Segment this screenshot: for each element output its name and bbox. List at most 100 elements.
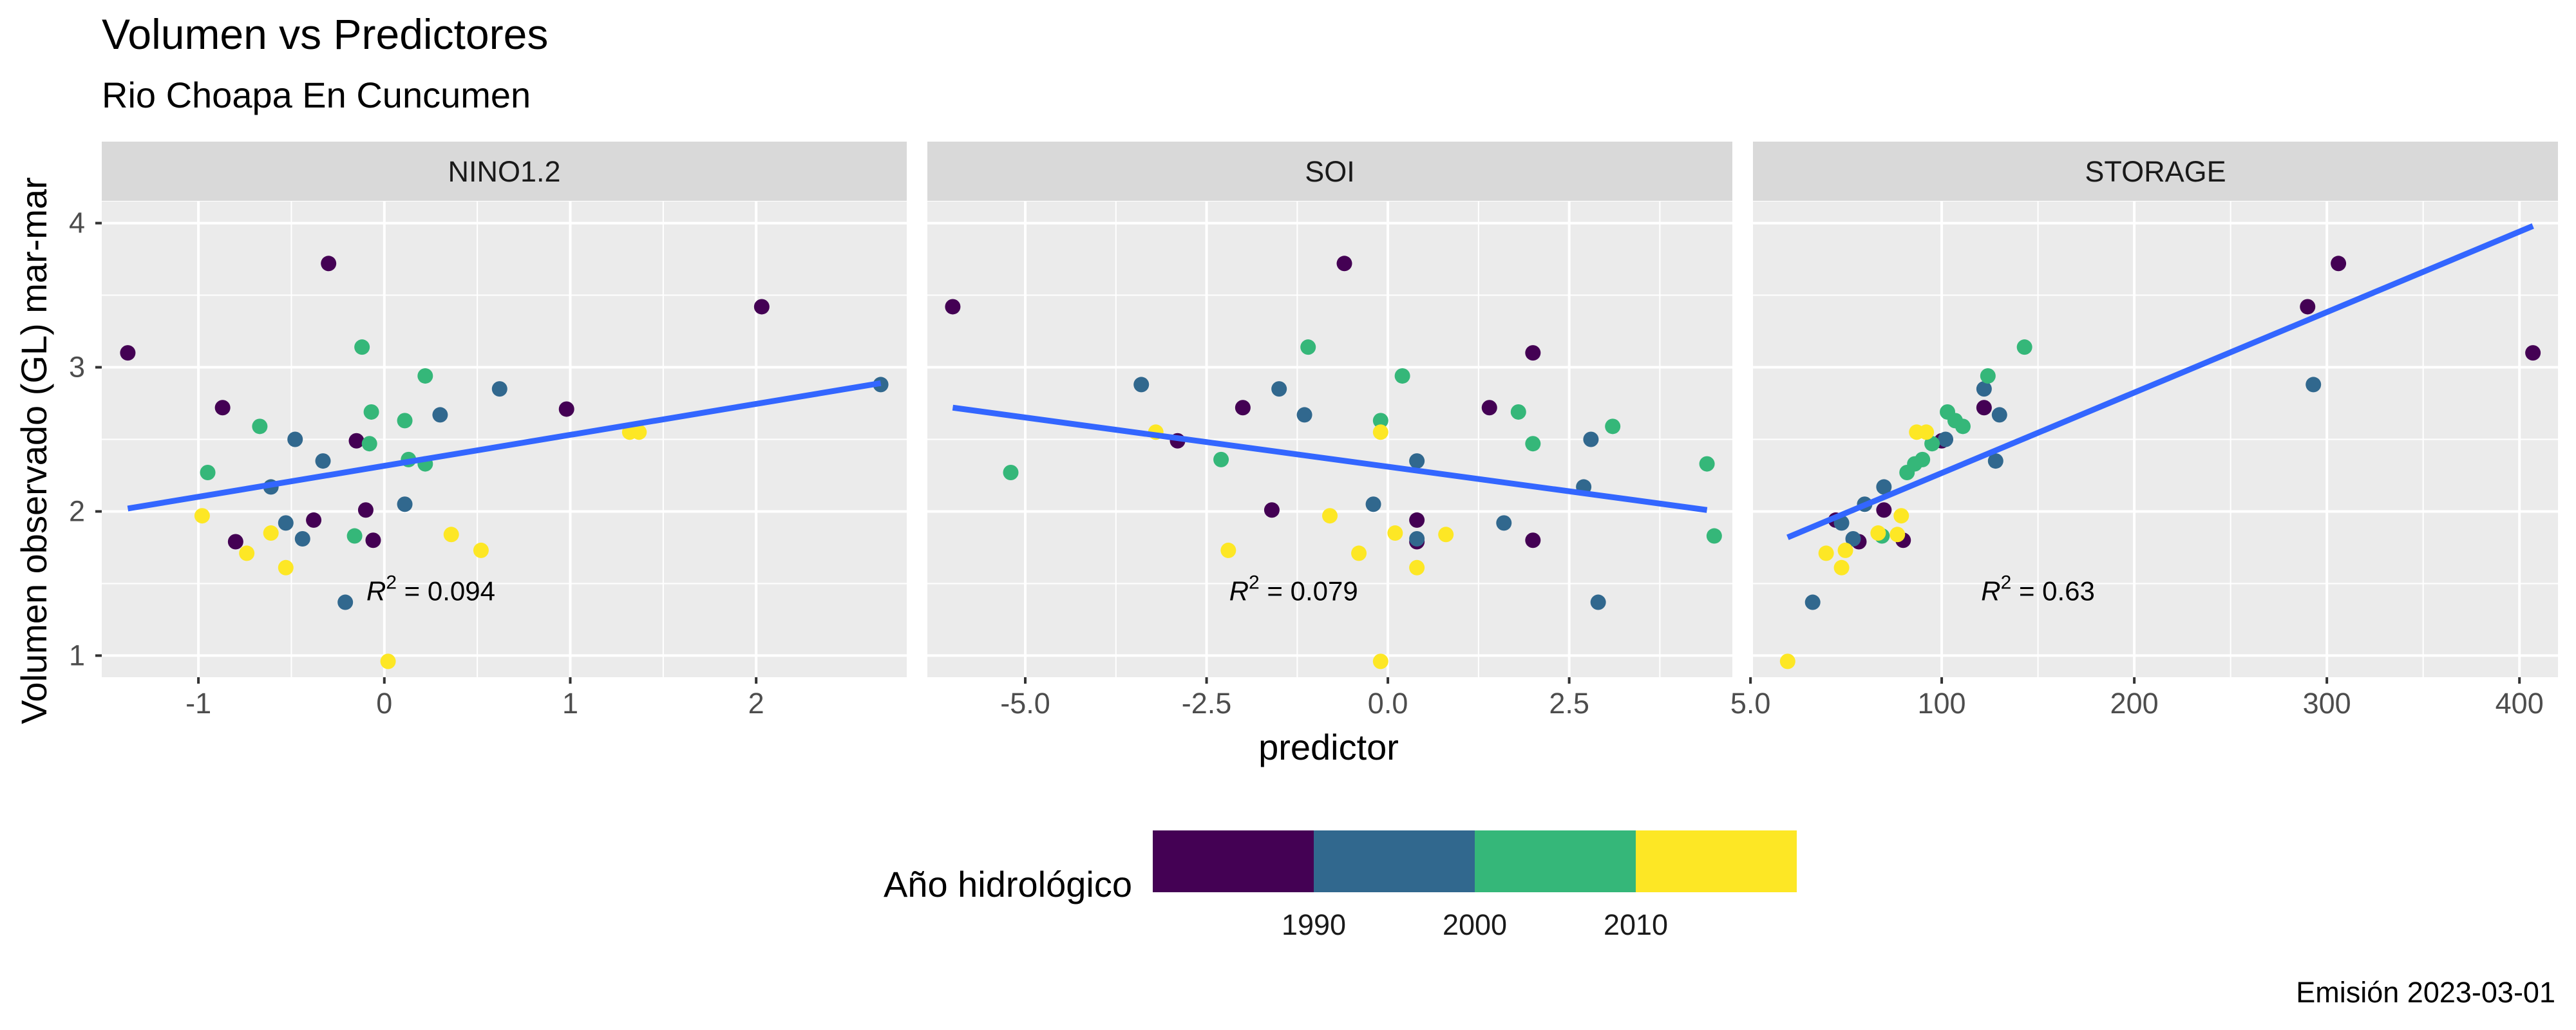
- data-point: [1976, 381, 1992, 397]
- legend-color-segment: [1314, 830, 1475, 892]
- data-point: [346, 528, 363, 544]
- legend-tick-label: 2000: [1443, 908, 1507, 941]
- x-tick-label: 2.5: [1549, 687, 1589, 720]
- data-point: [380, 653, 396, 670]
- data-point: [1924, 436, 1940, 452]
- y-axis-label: Volumen observado (GL) mar-mar: [14, 177, 54, 724]
- data-point: [1296, 407, 1312, 423]
- data-point: [397, 413, 413, 429]
- data-point: [1909, 424, 1925, 440]
- facet-strip-label: NINO1.2: [448, 155, 560, 188]
- data-point: [397, 496, 413, 512]
- facet-panel-soi: SOI -5.0 -2.5 0.0 2.5 5.0 R2 = 0.079: [927, 142, 1770, 720]
- data-point: [1818, 545, 1834, 561]
- y-tick-label: 4: [69, 207, 85, 239]
- x-tick-label: -5.0: [1000, 687, 1050, 720]
- data-point: [1365, 496, 1381, 512]
- x-tick-label: 0: [376, 687, 392, 720]
- data-point: [1889, 527, 1906, 543]
- data-point: [1525, 436, 1541, 452]
- data-point: [1387, 525, 1403, 541]
- data-point: [306, 512, 322, 528]
- legend-color-segment: [1636, 830, 1797, 892]
- data-point: [1955, 418, 1971, 435]
- data-point: [1976, 400, 1992, 416]
- data-point: [287, 431, 303, 447]
- y-tick-label: 2: [69, 494, 85, 527]
- data-point: [1583, 431, 1599, 447]
- data-point: [1351, 545, 1367, 561]
- data-point: [1980, 368, 1996, 384]
- x-tick-label: 2: [748, 687, 764, 720]
- x-tick-label: 300: [2303, 687, 2351, 720]
- data-point: [945, 299, 961, 315]
- legend-color-segment: [1153, 830, 1314, 892]
- data-point: [1372, 653, 1388, 670]
- data-point: [278, 559, 294, 576]
- x-tick-label: -2.5: [1182, 687, 1232, 720]
- data-point: [363, 404, 379, 420]
- data-point: [1496, 515, 1512, 531]
- data-point: [1235, 400, 1251, 416]
- data-point: [1336, 256, 1352, 272]
- facet-strip: [102, 142, 907, 201]
- r2-annotation: R2 = 0.63: [1981, 572, 2095, 606]
- x-tick-label: 1: [562, 687, 578, 720]
- data-point: [348, 433, 365, 449]
- data-point: [214, 400, 231, 416]
- data-point: [1833, 559, 1850, 576]
- x-tick-label: 400: [2496, 687, 2544, 720]
- data-point: [443, 527, 459, 543]
- data-point: [1264, 502, 1280, 518]
- y-tick-label: 1: [69, 639, 85, 671]
- regression-line: [127, 380, 882, 512]
- data-point: [2016, 339, 2032, 355]
- y-tick-label: 3: [69, 351, 85, 384]
- data-point: [1271, 381, 1287, 397]
- data-point: [417, 368, 433, 384]
- data-point: [1876, 479, 1892, 495]
- data-point: [354, 339, 370, 355]
- r2-annotation: R2 = 0.094: [366, 572, 495, 606]
- data-point: [1372, 413, 1388, 429]
- x-tick-label: 100: [1918, 687, 1966, 720]
- x-tick-label: 200: [2110, 687, 2159, 720]
- data-point: [1837, 542, 1853, 558]
- data-point: [1220, 542, 1236, 558]
- facet-strip: [927, 142, 1732, 201]
- data-point: [1322, 508, 1338, 524]
- data-point: [2306, 377, 2322, 393]
- data-point: [432, 407, 448, 423]
- data-point: [357, 502, 374, 518]
- data-point: [2331, 256, 2347, 272]
- legend-tick-label: 1990: [1282, 908, 1346, 941]
- data-point: [2525, 345, 2541, 361]
- data-point: [361, 436, 377, 452]
- data-point: [491, 381, 507, 397]
- caption: Emisión 2023-03-01: [2296, 976, 2555, 1009]
- data-point: [1779, 653, 1795, 670]
- data-point: [1876, 502, 1892, 518]
- data-point: [1372, 424, 1388, 440]
- facet-strip-label: STORAGE: [2085, 155, 2226, 188]
- data-point: [1706, 528, 1722, 544]
- data-point: [1525, 345, 1541, 361]
- data-point: [1605, 418, 1621, 435]
- data-point: [1590, 594, 1606, 610]
- data-point: [1481, 400, 1497, 416]
- legend-color-segment: [1475, 830, 1636, 892]
- data-point: [294, 531, 310, 547]
- data-point: [1409, 559, 1425, 576]
- data-point: [227, 534, 243, 550]
- r2-annotation: R2 = 0.079: [1229, 572, 1358, 606]
- facet-panel-nino1-2: NINO1.2 -1 0 1 2 R2 = 0.094: [102, 142, 907, 720]
- facet-panel-storage: STORAGE 100 200 300 400 R2 = 0.63: [1753, 142, 2558, 720]
- data-point: [1409, 531, 1425, 547]
- data-point: [365, 532, 381, 548]
- data-point: [194, 508, 210, 524]
- facet-strip-label: SOI: [1305, 155, 1355, 188]
- x-axis-label: predictor: [1258, 727, 1399, 767]
- data-point: [1699, 456, 1715, 472]
- data-point: [278, 515, 294, 531]
